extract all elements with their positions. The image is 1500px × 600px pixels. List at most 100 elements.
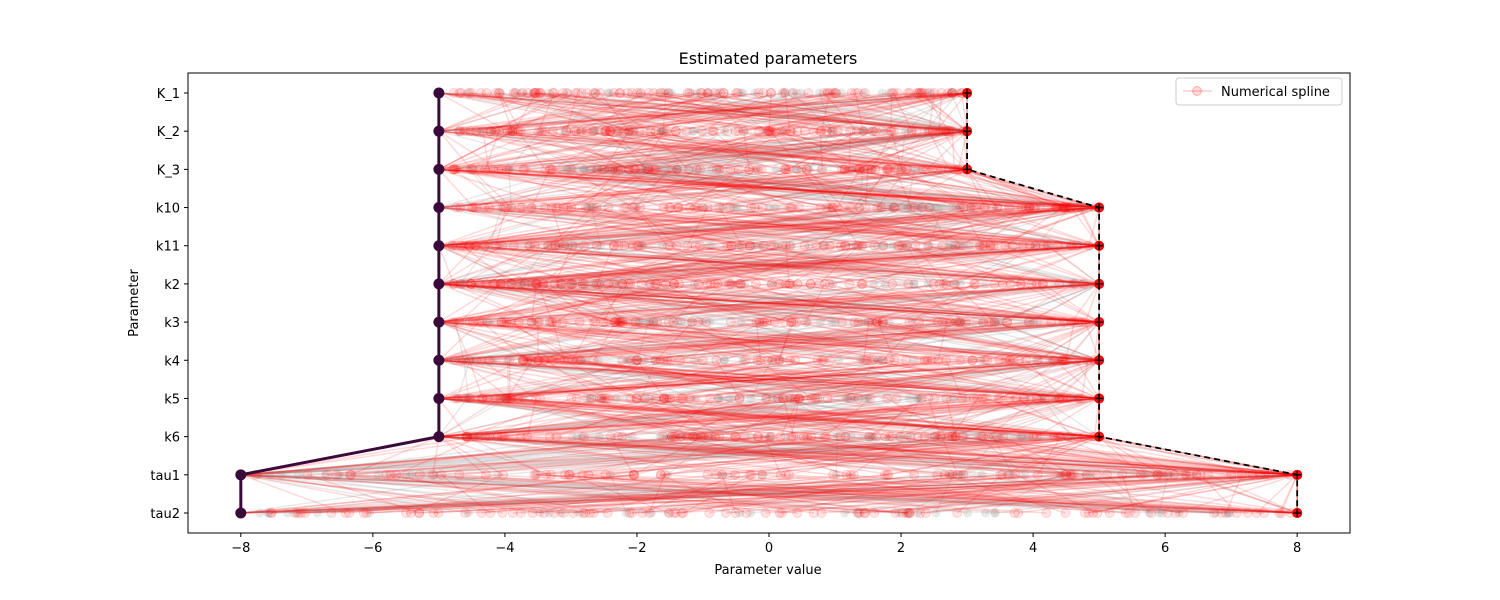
trace-point-spline (992, 431, 1003, 442)
trace-point-spline (610, 164, 621, 175)
trace-point-spline (550, 240, 561, 251)
trace-point-other (856, 355, 866, 365)
trace-line-spline (438, 92, 1299, 514)
trace-point-other (614, 317, 624, 327)
trace-point-spline (1074, 393, 1085, 404)
trace-point-spline (605, 126, 616, 137)
trace-line-other (438, 92, 1298, 514)
trace-point-other (785, 393, 795, 403)
trace-point-spline (892, 88, 903, 98)
trace-point-spline (746, 469, 757, 480)
trace-point-other (713, 393, 723, 403)
trace-point-other (903, 203, 913, 213)
trace-point-spline (649, 164, 660, 175)
trace-point-spline (1102, 469, 1113, 480)
trace-point-spline (777, 88, 788, 98)
trace-line-spline (240, 92, 1101, 514)
trace-line-spline (366, 92, 1168, 514)
trace-point-other (878, 241, 888, 251)
trace-point-other (467, 432, 477, 442)
trace-point-other (676, 317, 686, 327)
trace-point-spline (997, 278, 1008, 289)
trace-point-other (553, 241, 563, 251)
trace-point-spline (575, 355, 586, 366)
trace-point-spline (872, 317, 883, 328)
legend-marker-swatch (1192, 86, 1202, 96)
trace-point-spline (539, 508, 550, 518)
trace-point-other (792, 164, 802, 174)
trace-point-spline (695, 88, 706, 98)
trace-line-spline (462, 92, 1100, 514)
trace-point-spline (296, 508, 307, 518)
trace-point-spline (922, 164, 933, 175)
trace-point-spline (835, 431, 846, 442)
trace-point-spline (507, 126, 518, 137)
trace-point-other (283, 508, 293, 518)
trace-point-spline (766, 88, 777, 98)
trace-point-spline (627, 240, 638, 251)
trace-point-other (658, 126, 668, 136)
trace-point-spline (764, 126, 775, 137)
trace-point-spline (581, 126, 592, 137)
trace-point-spline (574, 317, 585, 328)
trace-point-spline (518, 355, 529, 366)
trace-line-spline (438, 92, 1143, 514)
trace-point-spline (788, 317, 799, 328)
trace-point-other (585, 393, 595, 403)
trace-point-other (947, 126, 957, 136)
trace-point-spline (499, 431, 510, 442)
trace-point-other (645, 317, 655, 327)
y-tick-label: k6 (164, 431, 180, 446)
trace-point-spline (714, 431, 725, 442)
trace-point-spline (501, 202, 512, 213)
trace-point-other (562, 164, 572, 174)
trace-point-spline (774, 355, 785, 366)
trace-point-spline (572, 88, 583, 98)
trace-point-other (1065, 203, 1075, 213)
trace-point-spline (1071, 202, 1082, 213)
trace-point-other (655, 432, 665, 442)
trace-point-spline (872, 202, 883, 213)
trace-point-spline (658, 202, 669, 213)
trace-point-spline (535, 88, 546, 98)
trace-point-spline (916, 88, 927, 98)
trace-line-spline (438, 92, 1077, 514)
trace-point-spline (832, 126, 843, 137)
trace-point-other (792, 164, 802, 174)
trace-point-spline (785, 278, 796, 289)
trace-point-spline (460, 240, 471, 251)
trace-line-other (405, 92, 1072, 514)
trace-point-spline (730, 431, 741, 442)
trace-point-spline (1001, 317, 1012, 328)
trace-point-spline (605, 164, 616, 175)
trace-point-other (718, 470, 728, 480)
trace-point-other (595, 279, 605, 289)
trace-point-spline (623, 126, 634, 137)
trace-point-spline (972, 393, 983, 404)
trace-point-spline (1028, 202, 1039, 213)
trace-point-other (504, 164, 514, 174)
trace-point-other (605, 470, 615, 480)
trace-point-spline (761, 317, 772, 328)
trace-point-other (1033, 317, 1043, 327)
trace-point-other (738, 88, 748, 98)
trace-point-spline (816, 508, 827, 518)
trace-point-spline (1032, 469, 1043, 480)
trace-point-other (952, 241, 962, 251)
trace-line-other (317, 92, 1100, 514)
trace-point-spline (655, 355, 666, 366)
trace-point-other (699, 432, 709, 442)
trace-point-other (929, 432, 939, 442)
trace-point-spline (816, 126, 827, 137)
trace-point-spline (753, 431, 764, 442)
trace-point-other (518, 393, 528, 403)
trace-point-spline (976, 431, 987, 442)
trace-point-spline (551, 317, 562, 328)
chart-title: Estimated parameters (679, 49, 858, 68)
trace-point-other (944, 241, 954, 251)
trace-point-other (896, 164, 906, 174)
trace-point-other (736, 88, 746, 98)
trace-point-spline (710, 431, 721, 442)
trace-point-spline (934, 278, 945, 289)
trace-point-spline (918, 164, 929, 175)
